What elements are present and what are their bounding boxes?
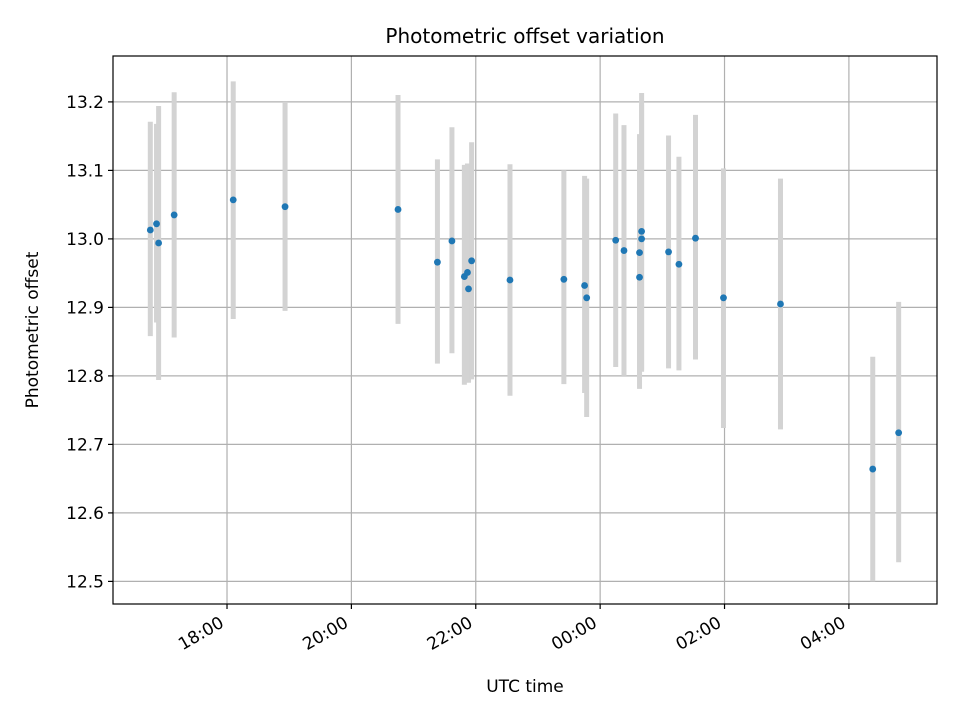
data-point xyxy=(506,276,514,284)
data-point xyxy=(777,300,784,308)
data-point xyxy=(612,236,620,244)
data-point xyxy=(468,257,476,265)
data-point xyxy=(170,211,178,219)
data-point xyxy=(638,235,646,243)
data-point xyxy=(229,196,237,204)
y-tick-label: 13.2 xyxy=(66,93,104,113)
y-axis-title: Photometric offset xyxy=(23,251,43,408)
data-point xyxy=(869,465,877,473)
data-point xyxy=(895,429,903,437)
data-point xyxy=(448,237,456,245)
data-point xyxy=(153,220,160,228)
chart-title: Photometric offset variation xyxy=(385,24,664,48)
data-point xyxy=(583,294,591,302)
y-tick-label: 13.1 xyxy=(66,161,104,181)
data-point xyxy=(638,227,646,235)
data-point xyxy=(665,248,672,256)
data-point xyxy=(675,260,683,268)
data-point xyxy=(636,249,643,256)
data-point xyxy=(155,239,163,247)
y-tick-label: 12.9 xyxy=(66,298,104,318)
data-point xyxy=(434,258,441,266)
data-point xyxy=(560,275,568,283)
data-point xyxy=(692,234,699,242)
data-point xyxy=(581,282,588,289)
plot-area-frame xyxy=(112,55,938,605)
data-point xyxy=(394,206,402,213)
x-axis-title: UTC time xyxy=(486,677,564,697)
data-point xyxy=(720,294,727,302)
data-point xyxy=(146,226,154,234)
y-tick-label: 12.6 xyxy=(66,504,104,524)
y-tick-label: 12.5 xyxy=(66,572,104,592)
data-points xyxy=(146,196,903,473)
data-point xyxy=(636,273,643,281)
y-tick-label: 12.8 xyxy=(66,367,104,387)
y-tick-label: 13.0 xyxy=(66,230,104,250)
data-point xyxy=(465,285,472,293)
data-point xyxy=(620,247,628,254)
y-tick-label: 12.7 xyxy=(66,435,104,455)
y-axis: 12.5 12.6 12.7 12.8 12.9 13.0 13.1 13.2 xyxy=(66,93,113,592)
data-point xyxy=(281,203,289,211)
data-point xyxy=(464,269,471,276)
